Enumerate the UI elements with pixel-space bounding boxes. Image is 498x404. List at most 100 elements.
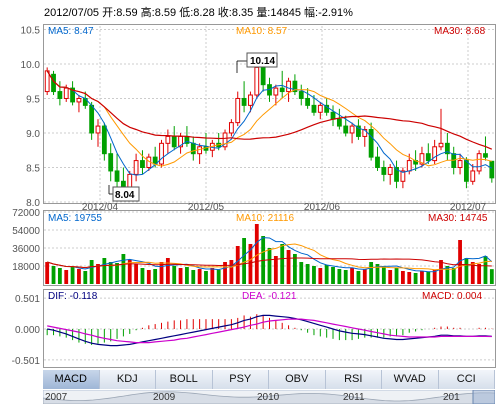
volume-y-tick-label: 54000 <box>12 226 40 237</box>
price-y-tick-label: 9.5 <box>26 94 40 105</box>
price-y-tick-label: 9.0 <box>26 129 40 140</box>
candle <box>305 88 311 109</box>
timeline-navigator[interactable]: 2007 2009 2010 2011 201 <box>43 390 495 404</box>
volume-bar <box>477 264 482 284</box>
volume-bar <box>267 248 272 284</box>
change-label: 幅: <box>304 7 319 19</box>
volume-bar <box>470 262 475 284</box>
candle <box>444 132 450 161</box>
volume-bar <box>312 266 316 284</box>
dif-line <box>47 314 492 347</box>
candle <box>349 122 355 144</box>
candle <box>279 70 285 99</box>
close-label: 收: <box>217 7 232 19</box>
candle <box>140 150 145 175</box>
price-x-tick-label: 2012/05 <box>188 202 225 213</box>
indicator-tabs: MACD KDJ BOLL PSY OBV RSI WVAD CCI <box>43 370 495 389</box>
candle <box>387 164 393 185</box>
candle <box>57 81 63 106</box>
candle <box>241 81 247 113</box>
candle <box>235 91 241 127</box>
volume-bar <box>172 266 177 284</box>
volume-bar <box>318 268 323 284</box>
candle <box>44 67 50 96</box>
price-panel-frame <box>43 24 496 204</box>
volume-bar <box>254 224 259 284</box>
quote-header: 2012/07/05 开:8.59 高:8.59 低:8.28 收:8.35 量… <box>44 4 353 20</box>
volume-bar <box>483 256 488 284</box>
high-value: 8.59 <box>154 7 177 19</box>
volume-y-tick-label: 72000 <box>12 208 40 219</box>
volume-y-ticks: 72000 54000 36000 18000 <box>12 208 40 273</box>
candle <box>76 95 82 113</box>
macd-y-tick-label: -0.501 <box>12 356 41 367</box>
tab-cci[interactable]: CCI <box>438 370 495 389</box>
timeline-range-selector[interactable] <box>472 390 495 404</box>
volume-bar <box>388 270 393 284</box>
volume-bar <box>381 266 386 284</box>
volume-bar <box>420 271 424 284</box>
volume-bar <box>432 270 437 284</box>
volume-bar <box>115 263 119 284</box>
macd-y-tick-label: 0.501 <box>15 294 40 305</box>
low-value: 8.28 <box>193 7 215 19</box>
volume-bar <box>210 268 215 284</box>
high-annotation-label: 10.14 <box>250 56 275 67</box>
timeline-year-label: 2010 <box>257 392 280 403</box>
volume-bar <box>108 262 113 284</box>
dea-line <box>47 318 492 344</box>
candle <box>362 126 368 147</box>
candle <box>165 129 171 154</box>
volume-bar <box>242 238 246 284</box>
tab-wvad[interactable]: WVAD <box>382 370 439 389</box>
timeline-year-labels: 2007 2009 2010 2011 201 <box>45 392 460 403</box>
volume-bar <box>153 269 158 284</box>
volume-bar <box>350 268 354 284</box>
volume-ma5-line <box>47 237 493 273</box>
tab-macd[interactable]: MACD <box>43 370 100 389</box>
volume-bar <box>121 254 126 284</box>
close-value: 8.35 <box>231 7 254 19</box>
volume-bar <box>216 270 221 284</box>
price-ma10-legend: MA10: 8.57 <box>236 26 288 37</box>
candle <box>356 119 361 140</box>
candle <box>222 129 228 151</box>
volume-bar <box>64 270 69 284</box>
macd-legend: MACD: 0.004 <box>422 291 482 302</box>
candle <box>394 160 399 189</box>
chart-svg: 10.510.09.59.08.58.0 2012/04 2012/05 2012/… <box>12 24 496 368</box>
volume-bar <box>83 271 88 284</box>
tab-psy[interactable]: PSY <box>212 370 269 389</box>
volume-bar <box>51 266 56 284</box>
volume-bar <box>127 260 132 284</box>
volume-bar <box>204 271 208 284</box>
candle <box>483 136 488 161</box>
tab-boll[interactable]: BOLL <box>156 370 213 389</box>
volume-bar <box>439 260 443 284</box>
tab-obv[interactable]: OBV <box>269 370 326 389</box>
dif-legend: DIF: -0.118 <box>48 291 98 302</box>
macd-y-tick-label: 0.000 <box>15 325 40 336</box>
candle <box>108 143 114 182</box>
volume-ma5-legend: MA5: 19755 <box>48 213 102 224</box>
candle <box>375 146 380 171</box>
tab-rsi[interactable]: RSI <box>325 370 382 389</box>
volume-ma10-legend: MA10: 21116 <box>236 213 294 224</box>
volume-bar <box>134 264 139 284</box>
volume-bar <box>413 273 418 284</box>
candle <box>292 74 298 96</box>
volume-bar <box>299 262 304 284</box>
volume-bar <box>464 258 469 284</box>
candle <box>432 139 438 165</box>
volume-bar <box>185 267 189 284</box>
volume-bar <box>57 268 62 284</box>
candle <box>317 101 323 120</box>
price-y-ticks: 10.5 10.0 9.5 9.0 8.5 8.0 <box>21 25 41 209</box>
volume-bar <box>191 270 196 284</box>
tab-kdj[interactable]: KDJ <box>99 370 156 389</box>
volume-y-tick-label: 36000 <box>12 244 40 255</box>
volume-ma30-legend: MA30: 14745 <box>428 213 488 224</box>
volume-bar <box>159 262 164 284</box>
volume-bar <box>375 264 380 284</box>
